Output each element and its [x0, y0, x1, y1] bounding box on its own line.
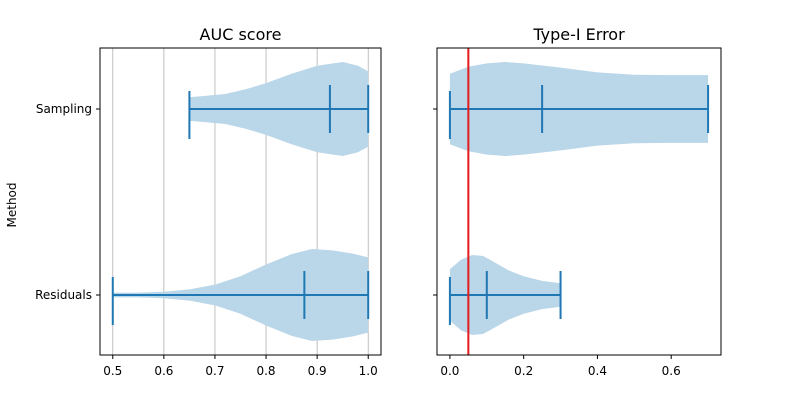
y-tick-label: Sampling [36, 102, 92, 116]
y-axis-label: Method [5, 182, 19, 227]
type-i-error-panel: Type-I Error 0.0 0.2 0.4 0.6 [433, 25, 722, 378]
panel-title: AUC score [200, 25, 282, 44]
x-tick-label: 0.6 [662, 364, 681, 378]
x-tick-label: 0.6 [154, 364, 173, 378]
x-tick-label: 0.7 [205, 364, 224, 378]
x-tick-label: 0.2 [514, 364, 533, 378]
plot-frame [99, 47, 382, 356]
x-tick-label: 0.4 [588, 364, 607, 378]
x-tick-label: 0.0 [440, 364, 459, 378]
y-tick-label: Residuals [35, 288, 92, 302]
x-tick-label: 0.5 [103, 364, 122, 378]
panel-title: Type-I Error [532, 25, 625, 44]
x-tick-label: 0.8 [256, 364, 275, 378]
x-tick-label: 1.0 [359, 364, 378, 378]
x-tick-label: 0.9 [308, 364, 327, 378]
auc-score-panel: AUC score 0.5 0.6 0.7 0.8 0.9 1.0 Sampling Resi… [35, 25, 382, 378]
plot-frame [436, 47, 722, 356]
